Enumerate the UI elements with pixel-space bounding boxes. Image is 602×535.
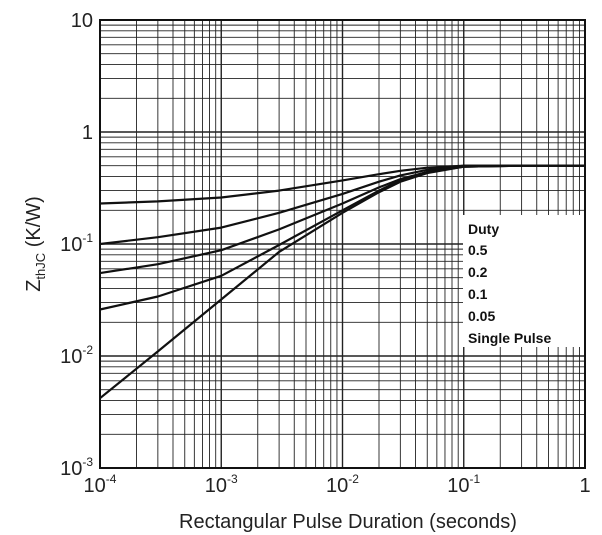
legend-entry: 0.1 bbox=[468, 286, 488, 302]
legend: Duty 0.5 0.2 0.1 0.05 Single Pulse bbox=[468, 221, 551, 346]
legend-background bbox=[463, 215, 585, 347]
x-tick-label: 1 bbox=[579, 475, 590, 497]
series-lines bbox=[99, 164, 585, 400]
x-tick-label: 10-3 bbox=[205, 472, 238, 497]
y-axis-title-main: Z bbox=[23, 280, 45, 292]
plot-frame bbox=[99, 19, 586, 469]
y-axis-title: ZthJC (K/W) bbox=[23, 196, 48, 292]
legend-entry: 0.5 bbox=[468, 242, 488, 258]
x-tick-label: 10-1 bbox=[447, 472, 480, 497]
y-tick-label: 10-2 bbox=[60, 343, 93, 368]
x-tick-label: 10-4 bbox=[84, 472, 117, 497]
y-axis-title-unit: (K/W) bbox=[23, 196, 45, 253]
legend-title: Duty bbox=[468, 221, 499, 237]
y-tick-label: 10-3 bbox=[60, 455, 93, 480]
series-line bbox=[99, 164, 585, 400]
x-axis-title: Rectangular Pulse Duration (seconds) bbox=[179, 511, 517, 533]
x-tick-label: 10-2 bbox=[326, 472, 359, 497]
legend-entry: 0.2 bbox=[468, 264, 488, 280]
legend-entry: 0.05 bbox=[468, 308, 495, 324]
y-tick-label: 1 bbox=[82, 122, 93, 144]
legend-entry: Single Pulse bbox=[468, 330, 551, 346]
y-tick-label: 10-1 bbox=[60, 231, 93, 256]
y-tick-label: 10 bbox=[71, 10, 93, 32]
y-axis-title-sub: thJC bbox=[33, 253, 48, 280]
